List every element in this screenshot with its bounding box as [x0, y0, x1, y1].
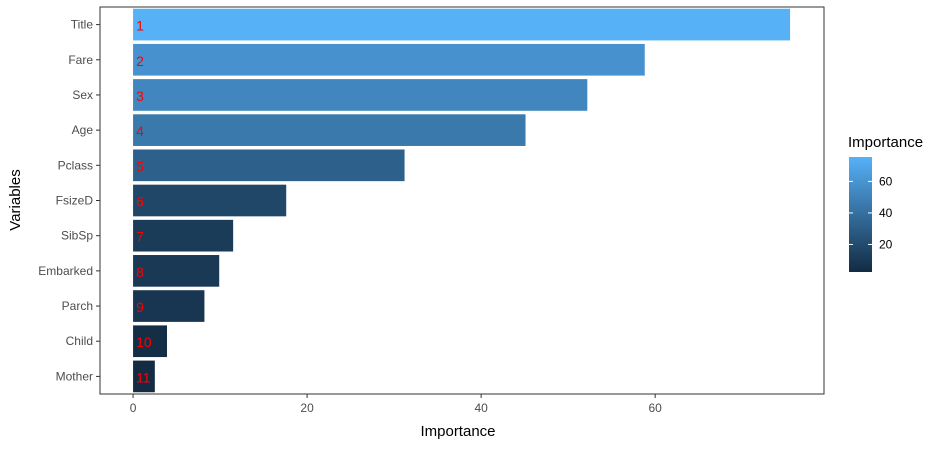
y-tick-label: SibSp: [61, 229, 93, 243]
bar-rank-label: 11: [136, 369, 151, 385]
bar-title: [133, 8, 791, 41]
bar-rank-label: 3: [136, 88, 144, 104]
y-tick-label: Mother: [56, 369, 93, 383]
bar-embarked: [133, 255, 220, 287]
bar-rank-label: 2: [136, 53, 144, 69]
bar-rank-label: 6: [136, 194, 144, 210]
x-tick-label: 40: [474, 401, 488, 415]
y-tick-label: Title: [71, 18, 94, 32]
bar-parch: [133, 290, 205, 322]
y-tick-label: FsizeD: [56, 194, 94, 208]
color-legend: Importance 20 40 60: [848, 134, 923, 272]
legend-tick-label: 60: [879, 174, 893, 188]
x-axis-title: Importance: [420, 423, 495, 440]
bar-fsized: [133, 184, 287, 217]
bar-rank-label: 1: [136, 18, 144, 34]
y-axis-title: Variables: [7, 169, 24, 230]
bar-rank-label: 4: [136, 123, 144, 139]
legend-title: Importance: [848, 134, 923, 151]
x-tick-label: 60: [649, 401, 663, 415]
y-tick-label: Age: [72, 123, 94, 137]
bar-fare: [133, 43, 645, 76]
bar-mother: [133, 360, 155, 393]
y-tick-label: Sex: [72, 88, 93, 102]
bar-child: [133, 325, 168, 358]
bar-pclass: [133, 149, 405, 182]
bar-rank-label: 10: [136, 334, 152, 350]
y-tick-label: Embarked: [38, 264, 93, 278]
legend-tick-label: 40: [879, 206, 893, 220]
legend-tick-label: 20: [879, 237, 893, 251]
bar-age: [133, 114, 526, 146]
bar-rank-label: 8: [136, 264, 144, 280]
y-tick-label: Parch: [62, 299, 93, 313]
legend-colorbar: [849, 157, 872, 272]
y-tick-label: Pclass: [58, 158, 93, 172]
bar-rank-label: 5: [136, 158, 144, 174]
y-tick-label: Child: [66, 334, 93, 348]
bar-sex: [133, 79, 588, 111]
bar-rank-label: 7: [136, 229, 144, 245]
y-tick-label: Fare: [68, 53, 93, 67]
bar-rank-label: 9: [136, 299, 144, 315]
x-tick-label: 20: [300, 401, 314, 415]
bar-sibsp: [133, 219, 234, 252]
x-tick-label: 0: [130, 401, 137, 415]
